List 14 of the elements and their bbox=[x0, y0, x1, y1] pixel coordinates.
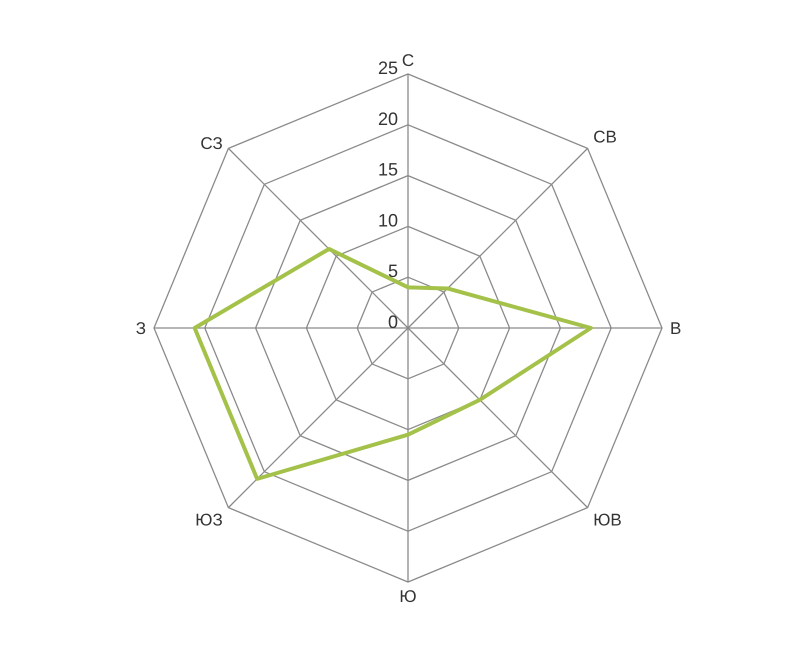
y-tick-label: 25 bbox=[378, 58, 398, 78]
y-tick-label: 10 bbox=[378, 210, 398, 230]
spoke-label: З bbox=[136, 319, 146, 338]
spoke-label: ЮЗ bbox=[195, 510, 223, 530]
spoke-label: В bbox=[670, 319, 682, 338]
y-tick-label: 5 bbox=[388, 261, 398, 282]
spoke-label: Ю bbox=[399, 587, 417, 606]
spoke-label: СЗ bbox=[200, 134, 223, 153]
spoke-label: СВ bbox=[593, 128, 617, 147]
y-tick-label: 0 bbox=[388, 312, 398, 332]
spoke-label: ЮВ bbox=[593, 510, 622, 530]
spoke-label: С bbox=[402, 51, 414, 70]
y-tick-label: 20 bbox=[378, 108, 398, 129]
y-tick-label: 15 bbox=[378, 160, 398, 180]
